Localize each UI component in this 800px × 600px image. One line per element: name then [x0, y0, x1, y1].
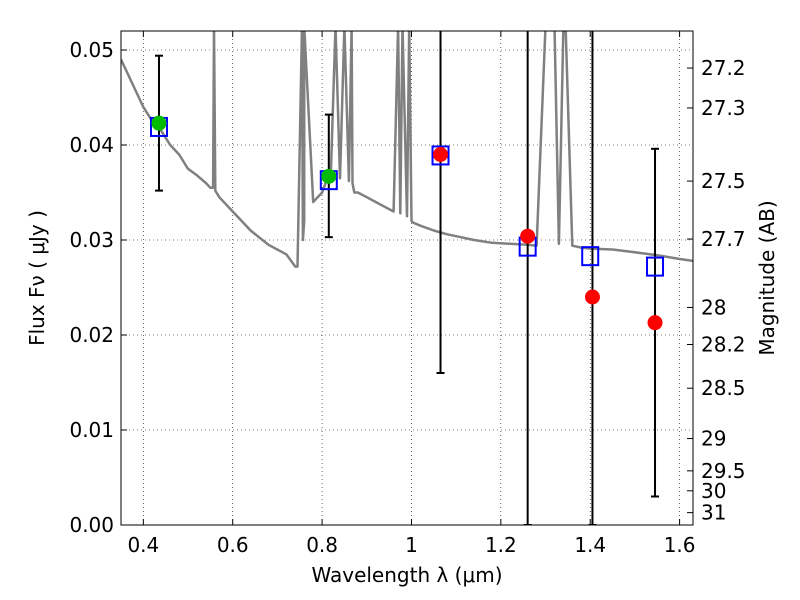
right-tick-label: 28.2: [701, 333, 746, 357]
spectrum-line: [121, 31, 693, 268]
x-tick-label: 1.6: [664, 533, 696, 557]
upper-limit-point: [433, 147, 449, 162]
model-spectrum: [121, 31, 693, 268]
right-tick-label: 31: [701, 501, 726, 525]
y-tick-label: 0.01: [69, 418, 114, 442]
right-tick-label: 30: [701, 479, 726, 503]
photometry-square-marker: [581, 246, 600, 267]
right-axis-label: Magnitude (AB): [755, 200, 779, 355]
right-tick-label: 27.5: [701, 169, 746, 193]
x-tick-label: 0.6: [217, 533, 249, 557]
y-tick-label: 0.04: [69, 133, 114, 157]
y-tick-label: 0.00: [69, 513, 114, 537]
x-tick-label: 0.8: [306, 533, 338, 557]
data-markers: [149, 115, 665, 331]
right-tick-label: 27.3: [701, 96, 746, 120]
y-tick-label: 0.05: [69, 38, 114, 62]
right-tick-label: 28.5: [701, 376, 746, 400]
right-tick-label: 29.5: [701, 459, 746, 483]
upper-limit-point: [520, 228, 536, 244]
x-tick-label: 1.4: [574, 533, 606, 557]
upper-limit-point: [584, 289, 600, 305]
detection-point: [151, 115, 167, 131]
upper-limit-point: [647, 315, 663, 331]
photometry-square-marker: [431, 145, 450, 166]
y-tick-label: 0.02: [69, 323, 114, 347]
x-axis-label: Wavelength λ (μm): [311, 563, 502, 587]
x-tick-label: 1: [405, 533, 418, 557]
detection-point: [321, 168, 337, 184]
right-tick-label: 29: [701, 427, 726, 451]
right-tick-label: 27.2: [701, 56, 746, 80]
y-axis-label: Flux Fν ( μJy ): [25, 210, 49, 346]
y-tick-label: 0.03: [69, 228, 114, 252]
axis-ticks: 0.4 0.6 0.8 1 1.2 1.4 1.6 0.00 0.01 0.02 0.03 0.04 0…: [69, 31, 746, 557]
right-tick-label: 28: [701, 295, 726, 319]
x-tick-label: 1.2: [485, 533, 517, 557]
photometry-square-marker: [646, 256, 665, 277]
right-tick-label: 27.7: [701, 227, 746, 251]
plot-background: [121, 31, 693, 525]
plot-frame: [120, 30, 694, 526]
x-tick-label: 0.4: [127, 533, 159, 557]
